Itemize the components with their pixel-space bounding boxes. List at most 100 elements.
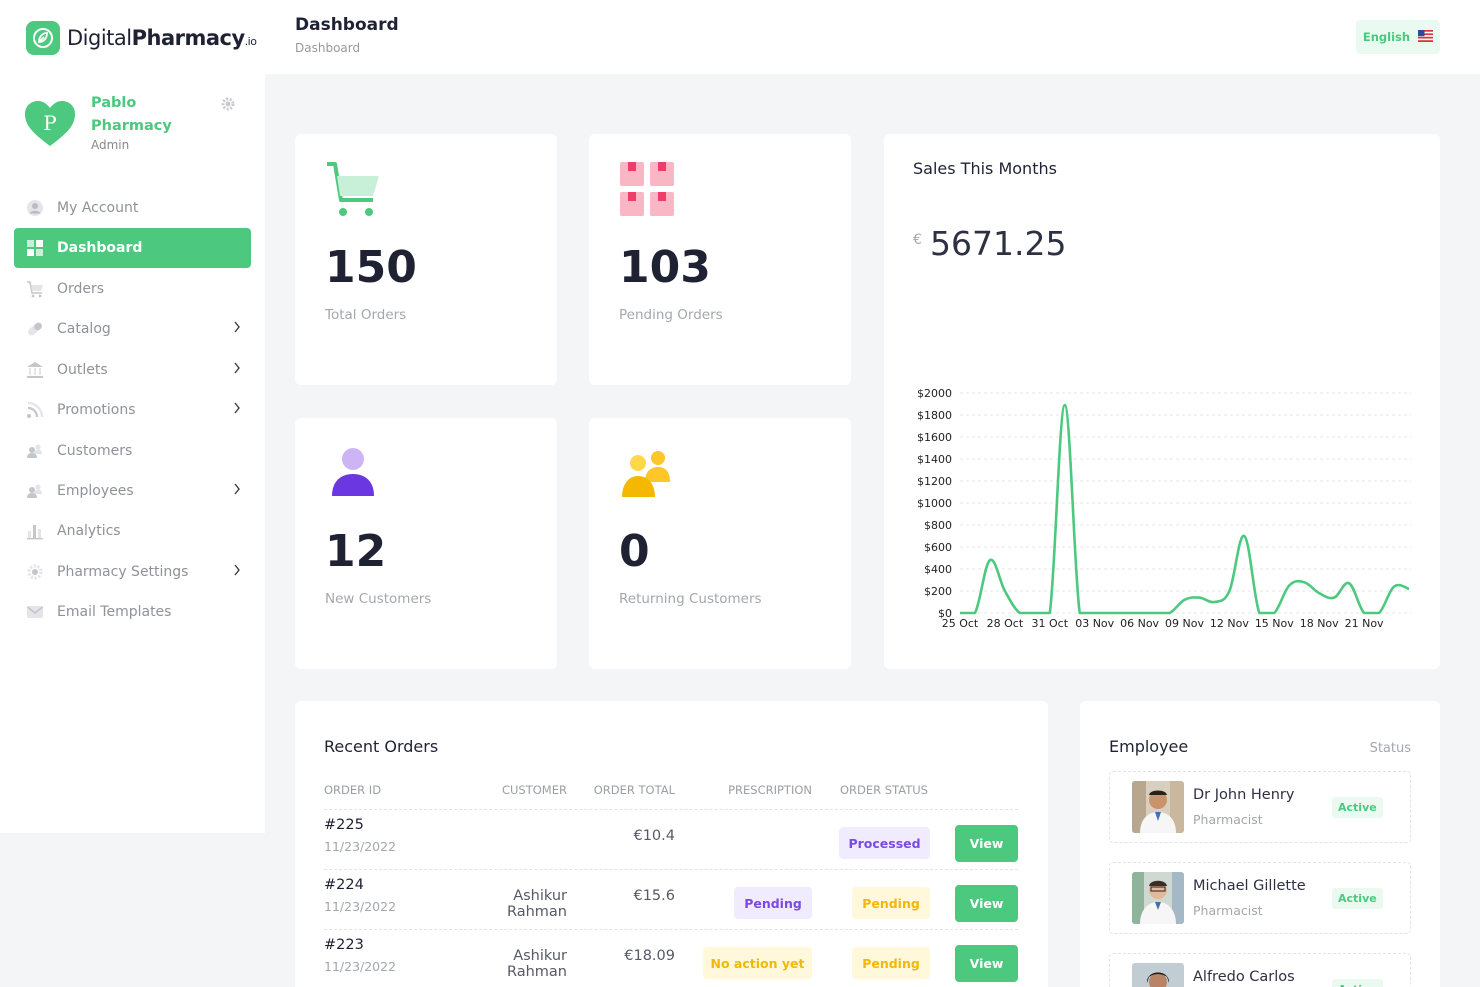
list-item[interactable]: Michael Gillette Pharmacist Active <box>1109 862 1411 934</box>
prescription-badge: No action yet <box>703 947 812 979</box>
list-item[interactable]: Alfredo Carlos Active <box>1109 953 1411 987</box>
language-label: English <box>1362 30 1411 44</box>
sidebar-item-pharmacy-settings[interactable]: Pharmacy Settings <box>14 552 251 592</box>
sidebar-item-promotions[interactable]: Promotions <box>14 390 251 430</box>
y-tick-label: $1200 <box>917 475 952 488</box>
returning-customers-label: Returning Customers <box>619 591 762 607</box>
y-tick-label: $200 <box>924 585 952 598</box>
x-tick-label: 28 Oct <box>987 617 1024 630</box>
sidebar-item-label: My Account <box>57 200 139 216</box>
sidebar-item-email-templates[interactable]: Email Templates <box>14 592 251 632</box>
table-row: #224 11/23/2022 Ashikur Rahman €15.6 Pen… <box>295 869 1048 929</box>
grid-icon <box>26 239 44 257</box>
users-icon <box>26 442 44 460</box>
col-customer: CUSTOMER <box>501 783 567 797</box>
col-order-status: ORDER STATUS <box>840 783 928 797</box>
x-tick-label: 15 Nov <box>1255 617 1294 630</box>
cart-icon <box>325 162 381 222</box>
y-tick-label: $600 <box>924 541 952 554</box>
pending-orders-value: 103 <box>619 242 711 293</box>
avatar[interactable]: P <box>24 100 76 148</box>
y-tick-label: $1400 <box>917 453 952 466</box>
brand-name: DigitalPharmacy.io <box>67 26 257 50</box>
recent-orders-title: Recent Orders <box>324 737 439 756</box>
avatar <box>1132 872 1184 924</box>
rss-icon <box>26 401 44 419</box>
stat-card-new-customers: 12 New Customers <box>295 418 557 669</box>
sidebar-item-orders[interactable]: Orders <box>14 269 251 309</box>
users-icon <box>621 450 671 502</box>
order-id: #224 <box>324 877 364 893</box>
breadcrumb[interactable]: Dashboard <box>295 41 361 55</box>
stat-card-pending-orders: 103 Pending Orders <box>589 134 851 385</box>
new-customers-label: New Customers <box>325 591 432 607</box>
col-order-id: ORDER ID <box>324 783 382 797</box>
sales-line-chart: $0 $200 $400 $600 $800 $1000 $1200 $1400 $1600 $1… <box>917 387 1411 630</box>
sidebar-item-label: Catalog <box>57 321 111 337</box>
view-order-button[interactable]: View <box>955 945 1018 982</box>
status-badge: Active <box>1332 979 1383 987</box>
status-badge: Active <box>1332 888 1383 909</box>
brand-logo[interactable]: DigitalPharmacy.io <box>26 21 257 55</box>
y-tick-label: $1600 <box>917 431 952 444</box>
sidebar-item-dashboard[interactable]: Dashboard <box>14 228 251 268</box>
order-id: #225 <box>324 817 364 833</box>
view-order-button[interactable]: View <box>955 885 1018 922</box>
employee-name: Alfredo Carlos <box>1193 969 1295 985</box>
employee-card: Employee Status Dr John Henry Pharmacist… <box>1080 701 1440 987</box>
boxes-icon <box>619 161 675 221</box>
stat-card-returning-customers: 0 Returning Customers <box>589 418 851 669</box>
us-flag-icon <box>1418 29 1434 45</box>
total-orders-label: Total Orders <box>325 307 407 323</box>
employee-role: Pharmacist <box>1193 812 1263 827</box>
sidebar-item-label: Email Templates <box>57 604 172 620</box>
x-tick-label: 06 Nov <box>1120 617 1159 630</box>
col-prescription: PRESCRIPTION <box>728 783 812 797</box>
y-tick-label: $800 <box>924 519 952 532</box>
status-badge: Pending <box>852 887 930 919</box>
profile-role: Admin <box>91 138 130 152</box>
sidebar-item-analytics[interactable]: Analytics <box>14 511 251 551</box>
chevron-right-icon <box>233 483 241 498</box>
cart-icon <box>26 280 44 298</box>
pill-icon <box>26 320 44 338</box>
chevron-right-icon <box>233 564 241 579</box>
order-total: €15.6 <box>633 888 675 904</box>
sidebar-item-label: Orders <box>57 281 105 297</box>
x-tick-label: 03 Nov <box>1075 617 1114 630</box>
sidebar-item-label: Promotions <box>57 402 136 418</box>
recent-orders-card: Recent Orders ORDER ID CUSTOMER ORDER TO… <box>295 701 1048 987</box>
gear-icon <box>26 563 44 581</box>
col-order-total: ORDER TOTAL <box>593 783 675 797</box>
sidebar-item-customers[interactable]: Customers <box>14 431 251 471</box>
page-title: Dashboard <box>295 15 399 35</box>
chevron-right-icon <box>233 321 241 336</box>
avatar <box>1132 781 1184 833</box>
sidebar-item-outlets[interactable]: Outlets <box>14 350 251 390</box>
status-badge: Pending <box>852 947 930 979</box>
language-selector[interactable]: English <box>1356 20 1440 54</box>
order-date: 11/23/2022 <box>324 899 397 914</box>
x-tick-label: 12 Nov <box>1210 617 1249 630</box>
sales-series-line <box>960 403 1410 615</box>
x-tick-label: 21 Nov <box>1345 617 1384 630</box>
sidebar: DigitalPharmacy.io P Pablo Pharmacy Admi… <box>0 0 265 833</box>
order-customer: Ashikur Rahman <box>506 948 567 980</box>
divider <box>324 809 1018 810</box>
gear-icon[interactable] <box>219 95 237 117</box>
divider <box>324 869 1018 870</box>
x-tick-label: 18 Nov <box>1300 617 1339 630</box>
list-item[interactable]: Dr John Henry Pharmacist Active <box>1109 771 1411 843</box>
divider <box>324 929 1018 930</box>
status-badge: Processed <box>839 827 930 859</box>
x-tick-label: 31 Oct <box>1032 617 1069 630</box>
view-order-button[interactable]: View <box>955 825 1018 862</box>
order-date: 11/23/2022 <box>324 959 397 974</box>
sidebar-item-catalog[interactable]: Catalog <box>14 309 251 349</box>
sidebar-item-employees[interactable]: Employees <box>14 471 251 511</box>
sales-amount: 5671.25 <box>930 224 1067 263</box>
status-badge: Active <box>1332 797 1383 818</box>
sidebar-item-label: Analytics <box>57 523 121 539</box>
sidebar-item-my-account[interactable]: My Account <box>14 188 251 228</box>
chevron-right-icon <box>233 402 241 417</box>
